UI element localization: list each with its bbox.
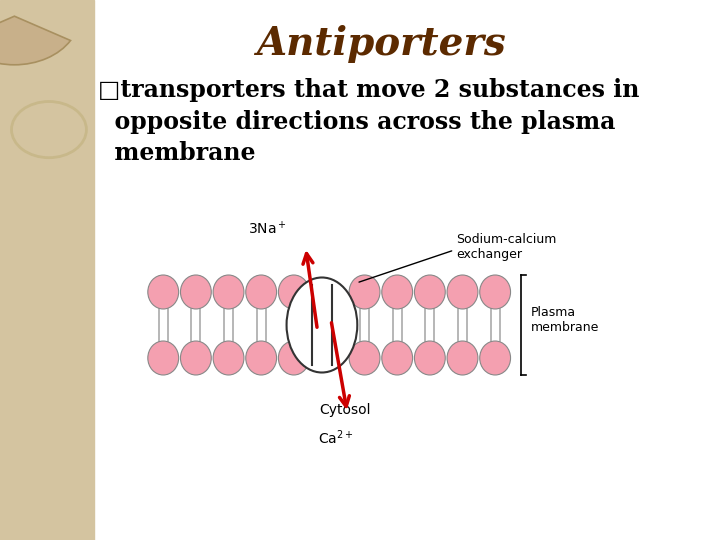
- Text: Plasma
membrane: Plasma membrane: [531, 306, 599, 334]
- Circle shape: [349, 275, 380, 309]
- Circle shape: [480, 341, 510, 375]
- Circle shape: [148, 341, 179, 375]
- Circle shape: [447, 341, 478, 375]
- Circle shape: [213, 275, 244, 309]
- Circle shape: [148, 275, 179, 309]
- Circle shape: [349, 341, 380, 375]
- Text: Ca$^{2+}$: Ca$^{2+}$: [318, 428, 354, 447]
- Circle shape: [279, 275, 309, 309]
- Text: Cytosol: Cytosol: [319, 403, 370, 417]
- Text: 3Na$^+$: 3Na$^+$: [248, 220, 287, 237]
- Text: Sodium-calcium
exchanger: Sodium-calcium exchanger: [456, 233, 557, 261]
- Text: □transporters that move 2 substances in
  opposite directions across the plasma
: □transporters that move 2 substances in …: [98, 78, 639, 165]
- Circle shape: [480, 275, 510, 309]
- Text: Antiporters: Antiporters: [256, 25, 505, 63]
- Ellipse shape: [287, 278, 357, 373]
- Circle shape: [181, 275, 211, 309]
- Circle shape: [382, 275, 413, 309]
- Circle shape: [246, 341, 276, 375]
- Circle shape: [181, 341, 211, 375]
- Circle shape: [382, 341, 413, 375]
- Circle shape: [246, 275, 276, 309]
- Circle shape: [415, 275, 445, 309]
- Circle shape: [447, 275, 478, 309]
- Circle shape: [279, 341, 309, 375]
- Circle shape: [415, 341, 445, 375]
- Circle shape: [213, 341, 244, 375]
